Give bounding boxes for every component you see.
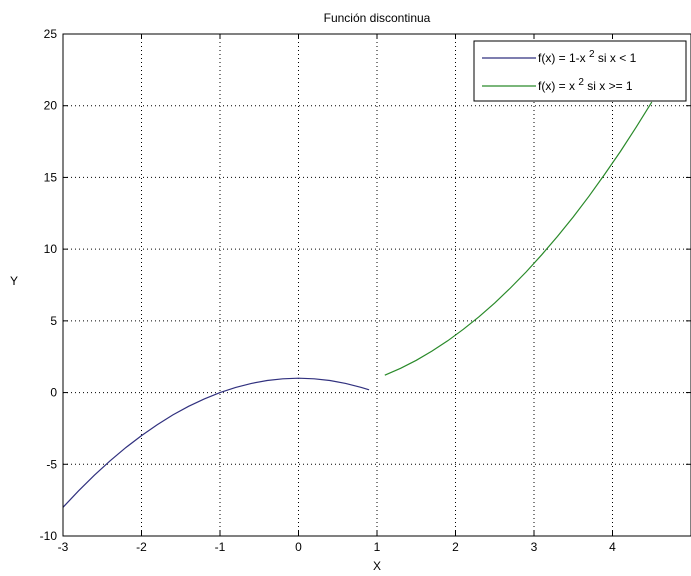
y-tick-label: 20 — [44, 99, 58, 113]
grid — [63, 34, 691, 536]
x-tick-label: 4 — [609, 540, 616, 554]
y-tick-label: -5 — [46, 457, 57, 471]
chart-title: Función discontinua — [324, 11, 431, 25]
x-tick-label: -3 — [58, 540, 69, 554]
y-tick-label: 0 — [50, 386, 57, 400]
series-line-1 — [62, 377, 370, 508]
legend-label-2: f(x) = x 2 si x >= 1 — [538, 77, 633, 93]
y-tick-label: 10 — [44, 242, 58, 256]
series-line-2 — [384, 101, 653, 376]
x-tick-label: 1 — [374, 540, 381, 554]
y-tick-label: 25 — [44, 27, 58, 41]
plot-frame — [62, 33, 691, 537]
y-tick-label: -10 — [40, 529, 58, 543]
x-tick-label: -2 — [136, 540, 147, 554]
series-lines — [62, 101, 653, 508]
x-tick-label: 3 — [531, 540, 538, 554]
y-tick-label: 15 — [44, 170, 58, 184]
legend: f(x) = 1-x 2 si x < 1 f(x) = x 2 si x >= … — [473, 40, 687, 102]
y-axis-label: Y — [10, 274, 18, 288]
x-axis-label: X — [373, 559, 381, 573]
legend-label-1: f(x) = 1-x 2 si x < 1 — [538, 49, 637, 65]
plot-area — [63, 34, 691, 536]
y-tick-label: 5 — [50, 314, 57, 328]
legend-box — [473, 40, 687, 102]
x-tick-label: -1 — [215, 540, 226, 554]
x-tick-label: 2 — [452, 540, 459, 554]
x-tick-label: 0 — [295, 540, 302, 554]
